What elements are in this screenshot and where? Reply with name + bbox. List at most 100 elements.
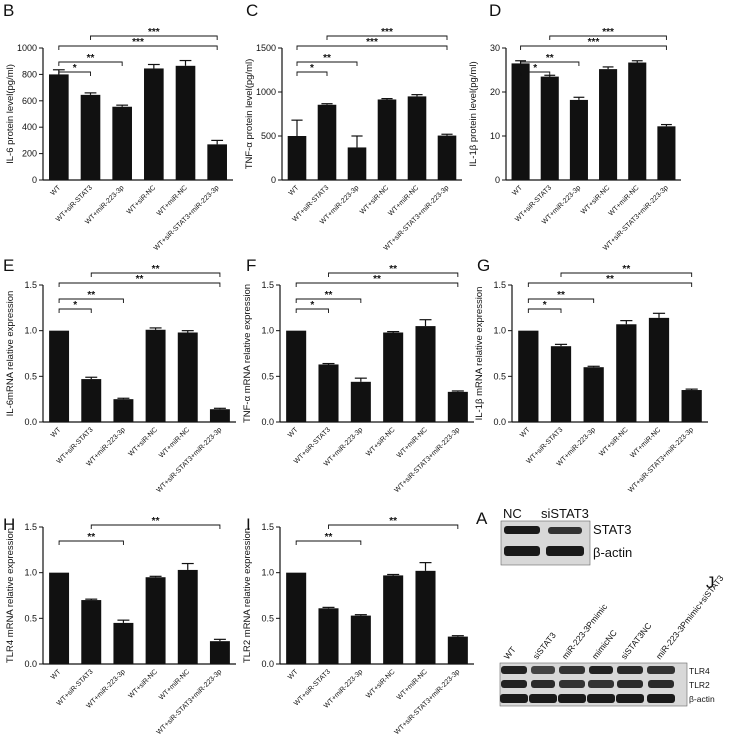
bar-5 [415,326,436,422]
x-tick-label: WT+miR-NC [396,668,429,701]
x-tick-label: WT+miR-NC [156,184,189,217]
significance-label: ** [325,532,333,543]
x-tick-label: WT+siR-NC [128,426,159,457]
blot-band [501,666,527,674]
bar-3 [350,615,371,664]
y-tick-label: 30 [490,43,500,53]
y-tick-label: 500 [261,131,276,141]
y-tick-label: 1.5 [261,522,274,532]
blot-band-label: β-actin [689,694,715,704]
chart-panel-B: B 0 200 400 600 800 1000 IL-6 protein level(pg/… [3,1,233,252]
y-tick-label: 1000 [256,87,276,97]
significance-bracket [58,45,218,50]
y-axis-label: TLR2 mRNA relative expression [242,528,253,663]
panel-letter: I [246,515,251,534]
bar-5 [407,96,427,180]
bar-3 [583,367,604,422]
significance-label: ** [87,532,95,543]
panel-letter: A [476,509,488,528]
significance-bracket [295,298,362,303]
bar-4 [145,577,166,664]
blot-band-label: TLR4 [689,666,710,676]
y-tick-label: 1500 [256,43,276,53]
bar-1 [518,330,539,422]
x-tick-label: WT+miR-NC [396,426,429,459]
y-tick-label: 0.0 [24,659,37,669]
blot-lane-label: miR-223-3Pmimic+siSTAT3 [654,573,726,661]
x-tick-label: WT+siR-STAT3+miR-223-3p [156,426,224,494]
significance-label: ** [323,53,331,64]
bar-1 [49,74,69,180]
x-tick-label: WT+siR-NC [365,426,396,457]
bar-4 [377,99,397,180]
blot-band [647,694,675,703]
bar-2 [81,600,102,664]
y-tick-label: 0.5 [24,371,37,381]
significance-label: *** [381,27,393,38]
significance-label: ** [622,264,630,275]
significance-bracket [90,272,221,277]
significance-bracket [296,61,358,66]
significance-label: * [533,63,537,74]
blot-band [531,680,555,688]
x-tick-label: WT+siR-NC [580,184,611,215]
panel-letter: G [477,256,490,275]
blot-band-label: STAT3 [593,522,632,537]
significance-bracket [326,35,448,40]
significance-label: ** [136,274,144,285]
y-tick-label: 1.0 [24,326,37,336]
significance-label: ** [389,516,397,527]
bar-3 [350,381,371,422]
panel-letter: B [3,1,14,20]
bar-3 [347,147,367,180]
blot-band [531,666,555,674]
blot-lane-label: WT [502,645,518,662]
significance-bracket [560,272,693,277]
bar-3 [112,106,132,180]
blot-lane-label: siSTAT3 [541,506,589,521]
y-tick-label: 1.5 [24,522,37,532]
blot-band [559,680,585,688]
x-tick-label: WT+miR-NC [158,426,191,459]
significance-bracket [296,71,328,76]
significance-bracket [527,298,595,303]
bar-5 [415,570,436,664]
bar-2 [81,379,102,422]
bar-6 [681,390,702,422]
significance-label: ** [557,290,565,301]
bar-5 [175,65,196,180]
x-tick-label: WT+siR-NC [128,668,159,699]
significance-label: ** [152,516,160,527]
y-tick-label: 20 [490,87,500,97]
band-actin-nc [504,546,540,556]
significance-label: * [543,300,547,311]
x-tick-label: WT+miR-NC [387,184,420,217]
x-tick-label: WT [511,184,524,197]
bar-6 [207,144,227,180]
panel-letter: C [246,1,258,20]
bar-5 [177,569,198,664]
y-axis-label: TNF-α protein level(pg/ml) [244,59,255,170]
blot-band [589,666,613,674]
y-tick-label: 0.0 [493,417,506,427]
bar-1 [49,330,70,422]
y-tick-label: 1.0 [493,326,506,336]
y-axis-label: IL-6 protein level(pg/ml) [5,64,16,164]
y-tick-label: 0 [271,175,276,185]
x-tick-label: WT [50,184,63,197]
panel-letter: F [246,256,256,275]
blot-lane-label: NC [503,506,522,521]
bar-4 [599,69,618,180]
x-tick-label: WT+siR-NC [359,184,390,215]
blot-lane-label: mimicNC [590,628,619,661]
blot-band-label: TLR2 [689,680,710,690]
blot-band-label: β-actin [593,545,632,560]
blot-band [588,680,614,688]
panel-letter: E [3,256,14,275]
bar-5 [628,62,647,180]
x-tick-label: WT+siR-STAT3+miR-223-3p [627,426,695,494]
bar-6 [209,641,230,664]
significance-label: * [310,63,314,74]
